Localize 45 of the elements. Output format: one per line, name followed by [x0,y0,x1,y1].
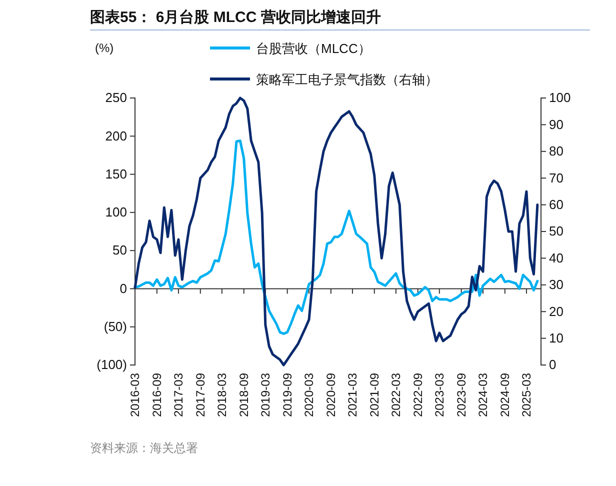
y-tick-label: 200 [105,128,127,144]
x-tick-label: 2024-03 [476,372,490,418]
y2-tick-label: 30 [549,277,564,292]
x-tick-label: 2022-09 [410,372,425,418]
x-tick-label: 2019-09 [280,372,294,418]
y2-tick-label: 20 [549,304,564,319]
legend-label: 台股营收（MLCC） [256,41,371,56]
x-tick-label: 2023-09 [454,372,468,418]
x-tick-label: 2018-03 [214,372,229,418]
y2-tick-label: 40 [549,250,564,266]
y-axis-title: (%) [95,41,114,55]
y-tick-label: 50 [112,242,127,258]
y-tick-label: 100 [105,204,127,220]
x-tick-label: 2017-03 [171,372,186,418]
line-series [134,139,539,335]
x-tick-label: 2017-09 [193,372,208,418]
line-series [134,96,539,366]
y2-tick-label: 10 [549,330,564,346]
y-tick-label: 150 [105,166,127,182]
x-tick-label: 2018-09 [236,372,251,418]
x-tick-label: 2022-03 [388,372,403,418]
y2-tick-label: 50 [549,224,564,239]
y2-tick-label: 80 [549,144,564,159]
y2-tick-label: 60 [549,196,564,212]
y2-tick-label: 90 [549,116,564,132]
x-tick-label: 2021-09 [367,372,382,418]
y2-tick-label: 70 [549,170,564,186]
x-tick-label: 2023-03 [432,372,446,418]
y-tick-label: (50) [104,319,127,334]
x-tick-label: 2016-03 [128,372,142,418]
x-tick-label: 2025-03 [519,372,534,418]
x-tick-label: 2021-03 [345,372,360,418]
chart-title: 图表55： 6月台股 MLCC 营收同比增速回升 [90,9,381,26]
x-tick-label: 2016-09 [150,372,164,418]
x-tick-label: 2020-09 [324,372,338,418]
text: 资料来源：海关总署 [90,441,198,455]
x-tick-label: 2019-03 [258,372,272,418]
y2-tick-label: 100 [549,90,571,106]
y-tick-label: 0 [120,280,127,296]
x-tick-label: 2020-03 [302,372,316,418]
x-tick-label: 2024-09 [498,372,512,418]
y-tick-label: (100) [96,357,127,372]
y2-tick-label: 0 [549,357,556,372]
legend-label: 策略军工电子景气指数（右轴） [256,72,438,87]
y-tick-label: 250 [105,90,127,106]
